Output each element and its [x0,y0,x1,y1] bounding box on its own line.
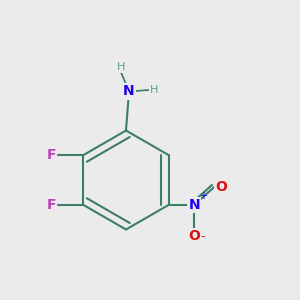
Text: H: H [150,85,158,95]
Text: F: F [46,198,56,212]
Text: O: O [188,229,200,243]
Text: N: N [123,85,135,98]
Text: H: H [117,62,126,72]
Text: N: N [189,198,200,212]
Text: F: F [46,148,56,162]
Text: -: - [200,230,205,243]
Text: O: O [215,180,227,194]
Text: +: + [199,191,207,201]
